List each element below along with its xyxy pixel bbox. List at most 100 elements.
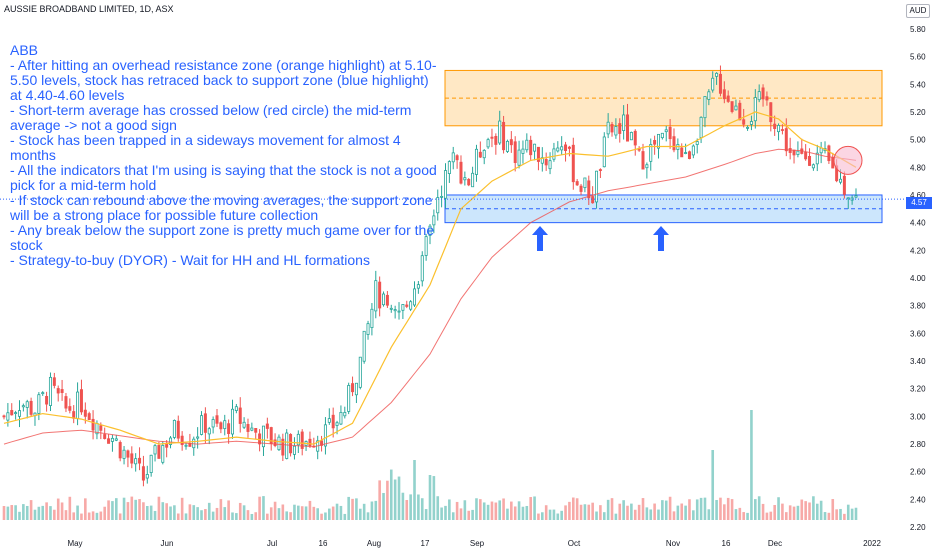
- volume-bar: [556, 513, 560, 520]
- volume-bar: [45, 502, 48, 520]
- volume-bar: [599, 505, 602, 520]
- volume-bar: [680, 503, 684, 520]
- volume-bar: [777, 497, 780, 520]
- candle-body: [351, 383, 355, 393]
- volume-bar: [273, 501, 277, 520]
- volume-bar: [568, 501, 571, 520]
- volume-bar: [366, 512, 370, 520]
- candle-body: [451, 152, 455, 163]
- volume-bar: [664, 500, 668, 520]
- candle-body: [749, 121, 753, 125]
- volume-bar: [463, 500, 467, 520]
- candle-body: [533, 143, 537, 152]
- candle-body: [409, 301, 413, 310]
- volume-bar: [788, 505, 792, 520]
- candle-body: [296, 433, 300, 446]
- candle-body: [494, 135, 498, 145]
- volume-bar: [455, 501, 459, 520]
- volume-bar: [595, 511, 598, 520]
- currency-badge[interactable]: AUD: [906, 4, 930, 18]
- candle-body: [560, 146, 564, 151]
- candle-body: [556, 147, 560, 152]
- candle-body: [103, 434, 107, 439]
- candle-body: [548, 160, 552, 170]
- candle-body: [250, 427, 254, 431]
- candle-body: [780, 129, 784, 131]
- candle-body: [440, 195, 444, 198]
- volume-bar: [161, 502, 165, 520]
- price-tick-label: 3.40: [910, 357, 926, 366]
- candle-body: [773, 123, 777, 130]
- time-tick-label: Jun: [161, 539, 174, 548]
- candle-body: [114, 438, 118, 441]
- chart-title: AUSSIE BROADBAND LIMITED, 1D, ASX: [4, 4, 174, 14]
- time-scale[interactable]: May Jun Jul 16 Aug 17 Sep Oct Nov 16 Dec 2022: [67, 539, 881, 548]
- volume-bar: [358, 508, 362, 520]
- volume-bar: [200, 510, 203, 520]
- volume-bar: [618, 503, 622, 520]
- volume-bar: [188, 504, 192, 520]
- candle-body: [130, 453, 134, 464]
- candle-body: [378, 281, 382, 309]
- volume-bar: [134, 499, 137, 520]
- candle-body: [76, 391, 80, 420]
- candle-body: [29, 400, 33, 415]
- candle-body: [467, 179, 471, 186]
- volume-bar: [479, 499, 482, 520]
- candle-body: [482, 149, 486, 159]
- volume-bar: [413, 460, 416, 520]
- candle-body: [37, 394, 41, 414]
- volume-bar: [610, 498, 614, 520]
- volume-bar: [548, 509, 552, 520]
- volume-bar: [409, 494, 412, 520]
- candle-body: [626, 114, 630, 142]
- candle-body: [87, 413, 91, 421]
- candle-body: [424, 236, 428, 256]
- volume-bar: [831, 499, 835, 520]
- candle-body: [765, 96, 769, 101]
- price-scale[interactable]: 5.80 5.60 5.40 5.20 5.00 4.80 4.60 4.40 4.20 4.00…: [910, 25, 926, 532]
- volume-bar: [184, 513, 188, 520]
- volume-bar: [80, 513, 83, 520]
- volume-bar: [343, 513, 347, 520]
- volume-bar: [33, 509, 37, 520]
- volume-bar: [765, 512, 769, 520]
- candle-body: [273, 439, 277, 447]
- candle-body: [207, 428, 211, 435]
- volume-bar: [815, 503, 819, 520]
- volume-bar: [448, 499, 451, 520]
- volume-bar: [498, 500, 502, 520]
- volume-bar: [246, 510, 250, 520]
- candle-body: [734, 105, 738, 111]
- candle-body: [289, 434, 293, 454]
- volume-bar: [165, 503, 168, 520]
- candle-body: [680, 147, 684, 158]
- candle-body: [52, 377, 56, 386]
- volume-bar: [142, 502, 145, 520]
- time-tick-label: Jul: [267, 539, 277, 548]
- candle-body: [215, 415, 219, 424]
- volume-bar: [637, 504, 641, 520]
- volume-bar: [726, 497, 730, 520]
- volume-bar: [285, 511, 289, 520]
- candle-body: [664, 129, 668, 133]
- candle-body: [540, 157, 544, 164]
- volume-bar: [730, 499, 734, 520]
- volume-bar: [324, 512, 327, 520]
- candle-body: [490, 136, 494, 139]
- volume-bar: [843, 513, 846, 520]
- volume-bar: [219, 499, 223, 520]
- volume-bar: [56, 498, 60, 520]
- ma-cross-circle: [833, 145, 863, 175]
- volume-bar: [571, 497, 575, 520]
- volume-bar: [204, 509, 207, 520]
- volume-bar: [157, 496, 161, 520]
- candle-body: [831, 157, 835, 169]
- volume-bar: [397, 476, 401, 520]
- volume-bar: [316, 508, 319, 520]
- candle-body: [567, 146, 571, 149]
- candle-body: [746, 126, 750, 129]
- price-tick-label: 5.60: [910, 53, 926, 62]
- volume-bar: [819, 500, 823, 520]
